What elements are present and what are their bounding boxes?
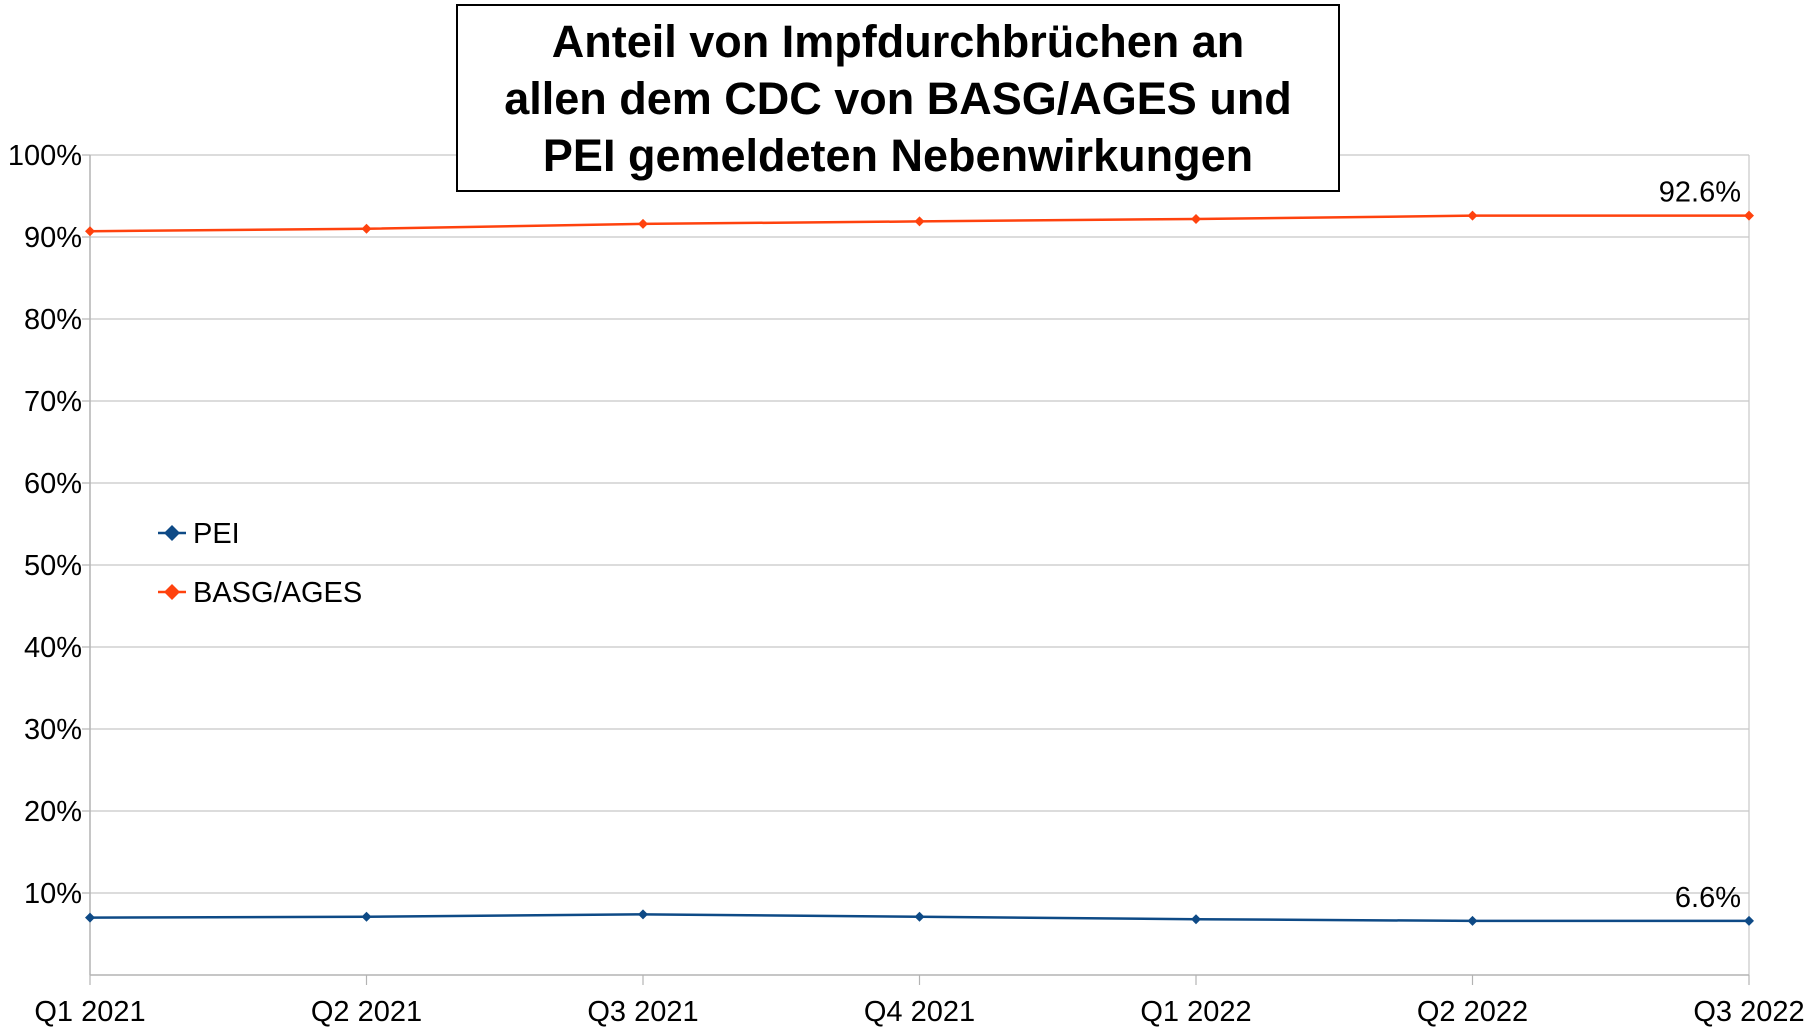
- chart-title-line-3: PEI gemeldeten Nebenwirkungen: [542, 129, 1254, 181]
- x-tick-label: Q2 2022: [1417, 996, 1528, 1028]
- chart-title-box: Anteil von Impfdurchbrüchen an allen dem…: [456, 4, 1340, 192]
- data-point: [1744, 915, 1754, 926]
- data-point: [638, 909, 648, 920]
- y-tick-label: 100%: [8, 140, 82, 172]
- y-tick-label: 70%: [24, 386, 82, 418]
- data-point: [638, 218, 648, 229]
- x-tick-label: Q3 2022: [1693, 996, 1804, 1028]
- data-point: [1744, 210, 1754, 221]
- data-point: [1467, 915, 1478, 926]
- data-point: [361, 223, 372, 234]
- y-tick-label: 20%: [24, 796, 82, 828]
- data-point: [914, 216, 925, 227]
- legend-marker: [164, 584, 180, 600]
- y-axis-tick-labels: 10% 20% 30% 40% 50% 60% 70% 80% 90% 100%: [8, 140, 82, 910]
- legend-label: BASG/AGES: [193, 577, 362, 609]
- data-point: [85, 912, 95, 923]
- data-point: [361, 911, 372, 922]
- legend-marker: [164, 525, 180, 541]
- data-point: [1191, 213, 1201, 224]
- data-point: [1467, 210, 1478, 221]
- data-label-last: 92.6%: [1659, 177, 1741, 209]
- y-tick-label: 90%: [24, 222, 82, 254]
- y-tick-label: 40%: [24, 632, 82, 664]
- y-tick-label: 50%: [24, 550, 82, 582]
- data-labels: 6.6% 92.6%: [1659, 177, 1741, 914]
- legend: PEI BASG/AGES: [158, 518, 362, 609]
- chart-title-line-1: Anteil von Impfdurchbrüchen an: [551, 15, 1245, 67]
- x-tick-label: Q1 2022: [1140, 996, 1251, 1028]
- y-tick-label: 30%: [24, 714, 82, 746]
- data-point: [914, 911, 925, 922]
- x-tick-label: Q2 2021: [311, 996, 422, 1028]
- axes: [82, 154, 1750, 985]
- data-point: [1191, 914, 1201, 925]
- series-lines: [85, 210, 1754, 926]
- grid-lines: [90, 154, 1750, 975]
- y-tick-label: 80%: [24, 304, 82, 336]
- legend-label: PEI: [193, 518, 240, 550]
- data-label-last: 6.6%: [1675, 882, 1741, 914]
- x-axis-tick-labels: Q1 2021 Q2 2021 Q3 2021 Q4 2021 Q1 2022 Q2 20…: [34, 996, 1804, 1028]
- chart-title-line-2: allen dem CDC von BASG/AGES und: [504, 72, 1292, 124]
- x-tick-label: Q4 2021: [864, 996, 975, 1028]
- data-point: [85, 226, 95, 237]
- y-tick-label: 10%: [24, 878, 82, 910]
- x-tick-label: Q1 2021: [34, 996, 145, 1028]
- y-tick-label: 60%: [24, 468, 82, 500]
- x-tick-label: Q3 2021: [587, 996, 698, 1028]
